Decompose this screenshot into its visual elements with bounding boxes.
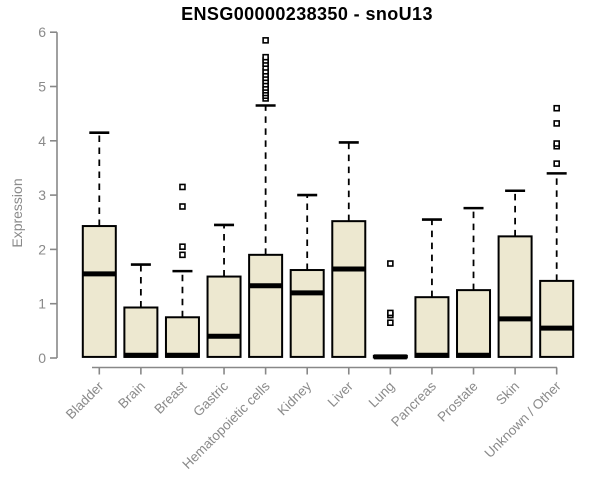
outlier-point	[262, 37, 269, 44]
box-group	[539, 104, 575, 358]
iqr-box	[539, 279, 575, 358]
iqr-box	[81, 225, 117, 358]
outlier-point	[553, 140, 560, 147]
iqr-box	[206, 275, 242, 358]
iqr-box	[289, 269, 325, 358]
outlier-point	[553, 104, 560, 112]
y-tick-label: 4	[38, 133, 46, 149]
x-tick-label: Liver	[325, 378, 357, 410]
iqr-box	[456, 289, 492, 358]
x-tick-label: Brain	[115, 379, 148, 412]
x-tick-label: Skin	[493, 379, 522, 408]
iqr-box	[414, 296, 450, 358]
outlier-point	[179, 183, 186, 191]
iqr-box	[497, 235, 533, 358]
y-tick-label: 0	[38, 350, 46, 366]
y-axis: 0 1 2 3 4 5 6	[38, 24, 58, 366]
box-group	[456, 206, 492, 358]
box-group	[414, 218, 450, 358]
x-tick-label: Lung	[366, 379, 398, 411]
outlier-point	[387, 309, 394, 317]
outlier-point	[179, 203, 186, 210]
x-tick-label: Unknown / Other	[482, 378, 565, 461]
outlier-point	[387, 319, 394, 327]
x-tick-label: Kidney	[275, 378, 315, 418]
x-tick-label: Breast	[151, 378, 189, 416]
outlier-point	[179, 251, 186, 259]
outlier-point	[387, 260, 394, 267]
y-tick-label: 6	[38, 24, 46, 40]
outlier-point	[553, 160, 560, 167]
box-group	[289, 193, 325, 358]
outlier-point	[262, 53, 269, 61]
box-group	[123, 263, 159, 358]
iqr-box	[248, 253, 284, 358]
iqr-box	[123, 306, 159, 358]
x-tick-label: Prostate	[434, 379, 480, 425]
chart-title: ENSG00000238350 - snoU13	[181, 4, 433, 24]
iqr-box	[331, 220, 367, 358]
outlier-point	[179, 243, 186, 250]
x-tick-label: Pancreas	[388, 378, 439, 429]
box-group	[164, 183, 200, 358]
box-group	[331, 141, 367, 358]
iqr-box	[164, 316, 200, 358]
y-tick-label: 3	[38, 187, 46, 203]
box-group	[81, 131, 117, 358]
outlier-point	[553, 120, 560, 127]
box-group	[372, 260, 408, 360]
y-tick-label: 5	[38, 79, 46, 95]
box-group	[206, 223, 242, 358]
x-tick-label: Bladder	[63, 378, 107, 422]
box-group	[497, 189, 533, 358]
box-group	[248, 37, 284, 358]
y-tick-label: 2	[38, 241, 46, 257]
y-tick-label: 1	[38, 296, 46, 312]
x-tick-label: Gastric	[190, 378, 231, 419]
